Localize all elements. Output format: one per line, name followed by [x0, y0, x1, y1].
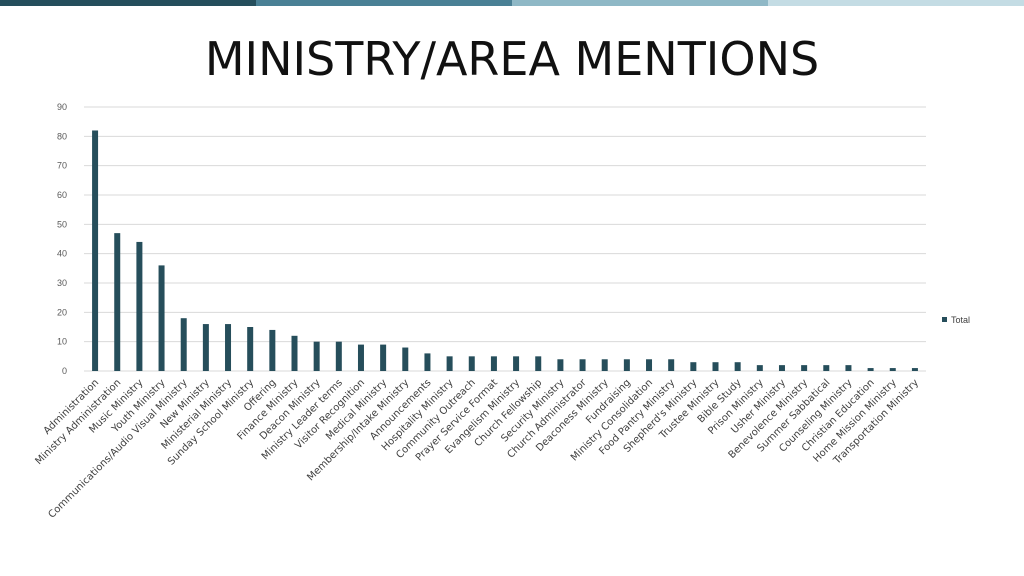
bar [911, 368, 918, 371]
accent-segment [768, 0, 1024, 6]
bar [579, 359, 586, 371]
bar [557, 359, 564, 371]
bar [756, 365, 763, 371]
bar [468, 356, 475, 371]
y-tick-label: 0 [62, 366, 67, 376]
y-tick-label: 40 [57, 249, 67, 259]
bar [402, 347, 409, 371]
bar [180, 318, 187, 371]
bar [889, 368, 896, 371]
bar [601, 359, 608, 371]
y-tick-label: 70 [57, 161, 67, 171]
top-accent-bar [0, 0, 1024, 6]
bar [734, 362, 741, 371]
bar [867, 368, 874, 371]
slide-title: MINISTRY/AREA MENTIONS [204, 32, 820, 86]
bar [247, 327, 254, 371]
bar [668, 359, 675, 371]
accent-segment [256, 0, 512, 6]
bar [335, 341, 342, 371]
bar [513, 356, 520, 371]
bar [424, 353, 431, 371]
bar [313, 341, 320, 371]
bar [623, 359, 630, 371]
y-tick-label: 20 [57, 307, 67, 317]
bar [92, 130, 99, 371]
bar [712, 362, 719, 371]
bar [269, 329, 276, 371]
bar [490, 356, 497, 371]
bar [535, 356, 542, 371]
y-tick-label: 60 [57, 190, 67, 200]
bar [291, 335, 298, 371]
bar [114, 233, 121, 371]
bar [823, 365, 830, 371]
bar [136, 241, 143, 371]
y-tick-label: 80 [57, 131, 67, 141]
bar [357, 344, 364, 371]
y-tick-label: 30 [57, 278, 67, 288]
bar [446, 356, 453, 371]
bar [225, 324, 232, 371]
bar [690, 362, 697, 371]
bar [646, 359, 653, 371]
bar [801, 365, 808, 371]
y-tick-label: 90 [57, 102, 67, 112]
legend-swatch [942, 317, 947, 322]
bar [380, 344, 387, 371]
y-tick-label: 50 [57, 219, 67, 229]
bar [778, 365, 785, 371]
bar [845, 365, 852, 371]
bar [202, 324, 209, 371]
y-tick-label: 10 [57, 337, 67, 347]
legend-label: Total [951, 315, 970, 325]
bar [158, 265, 165, 371]
accent-segment [0, 0, 256, 6]
accent-segment [512, 0, 768, 6]
